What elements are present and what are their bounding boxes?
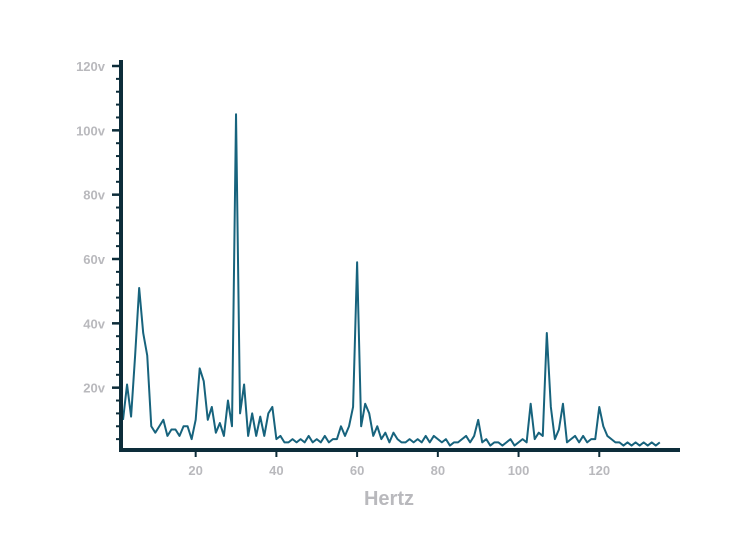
y-tick-label: 40v <box>83 316 105 331</box>
y-tick-label: 80v <box>83 188 105 203</box>
y-tick-label: 100v <box>76 123 106 138</box>
x-tick-label: 40 <box>269 463 283 478</box>
x-axis-label: Hertz <box>364 488 414 510</box>
y-tick-label: 60v <box>83 252 105 267</box>
x-tick-label: 100 <box>508 463 530 478</box>
y-tick-label: 20v <box>83 381 105 396</box>
data-line <box>122 113 661 447</box>
x-tick-label: 20 <box>188 463 202 478</box>
y-tick-label: 120v <box>76 59 106 74</box>
x-tick-label: 120 <box>588 463 610 478</box>
x-tick-label: 80 <box>431 463 445 478</box>
x-tick-label: 60 <box>350 463 364 478</box>
